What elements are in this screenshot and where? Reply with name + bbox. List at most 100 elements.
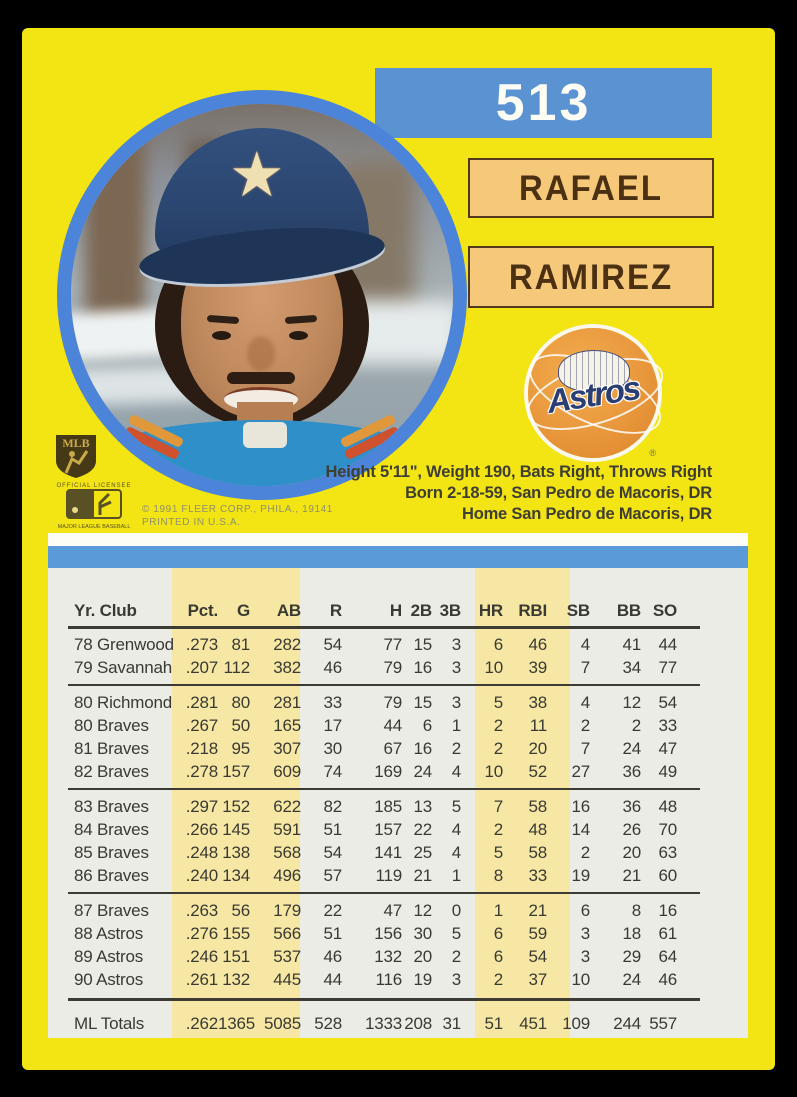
stats-cell: 5 — [493, 692, 503, 712]
stats-cell: 4 — [580, 634, 590, 654]
stats-cell: 2 — [493, 969, 503, 989]
stats-cell: 44 — [323, 969, 342, 989]
copyright-line-1: © 1991 FLEER CORP., PHILA., 19141 — [142, 504, 333, 515]
card-number: 513 — [495, 74, 592, 132]
stats-group-separator — [68, 892, 700, 894]
stats-cell: 6 — [493, 946, 503, 966]
stats-cell: 0 — [451, 900, 461, 920]
stats-cell: 36 — [622, 761, 641, 781]
stats-cell: 3 — [451, 634, 461, 654]
stats-cell: 54 — [528, 946, 547, 966]
stats-cell: 83 Braves — [74, 796, 149, 816]
stats-cell: 155 — [222, 923, 250, 943]
stats-cell: 48 — [658, 796, 677, 816]
stats-cell: 382 — [273, 657, 301, 677]
table-highlight-stripe — [475, 568, 570, 1038]
stats-cell: 21 — [622, 865, 641, 885]
player-eye — [289, 331, 308, 340]
stats-cell: 22 — [413, 819, 432, 839]
stats-cell: 5 — [451, 796, 461, 816]
stats-cell: 6 — [493, 923, 503, 943]
stats-cell: 37 — [528, 969, 547, 989]
stats-cell: 185 — [374, 796, 402, 816]
mlb-licensee-logo: OFFICIAL LICENSEE MAJOR LEAGUE BASEBALL — [54, 480, 134, 535]
stats-cell: 2 — [631, 715, 641, 735]
stats-cell: 79 — [383, 657, 402, 677]
stats-cell: 1 — [451, 715, 461, 735]
stats-cell: 51 — [484, 1014, 503, 1033]
stats-cell: 79 — [383, 692, 402, 712]
stats-cell: 528 — [314, 1014, 342, 1033]
stats-group-separator — [68, 788, 700, 790]
stats-cell: 3 — [451, 969, 461, 989]
stats-cell: 557 — [649, 1014, 677, 1033]
stats-cell: 46 — [658, 969, 677, 989]
stats-cell: 8 — [631, 900, 641, 920]
stats-cell: 4 — [451, 819, 461, 839]
stats-cell: 3 — [580, 946, 590, 966]
stats-cell: 8 — [493, 865, 503, 885]
stats-cell: 169 — [374, 761, 402, 781]
stats-row: 82 Braves .278 157 609 74 169 24 4 10 52 27 36 49 — [74, 760, 748, 783]
stats-row: 86 Braves .240 134 496 57 119 21 1 8 33 19 21 60 — [74, 864, 748, 887]
player-undershirt — [243, 422, 287, 448]
stats-cell: 18 — [622, 923, 641, 943]
stats-cell: 70 — [658, 819, 677, 839]
stats-cell: 81 — [231, 634, 250, 654]
dugout-post — [85, 104, 145, 344]
stats-row: 78 Grenwood .273 81 282 54 77 15 3 6 46 4 41 44 — [74, 633, 748, 656]
stats-header-cell: Pct. — [187, 600, 219, 620]
stats-cell: 566 — [273, 923, 301, 943]
stats-cell: 3 — [451, 692, 461, 712]
stats-cell: 11 — [529, 715, 547, 735]
stats-cell: 47 — [383, 900, 402, 920]
stats-cell: .281 — [185, 692, 218, 712]
stats-cell: 49 — [658, 761, 677, 781]
stats-cell: 64 — [658, 946, 677, 966]
stats-cell: 57 — [323, 865, 342, 885]
stats-cell: 134 — [222, 865, 250, 885]
stats-cell: 496 — [273, 865, 301, 885]
stats-cell: 7 — [580, 657, 590, 677]
stats-cell: 47 — [658, 738, 677, 758]
stats-cell: 17 — [323, 715, 342, 735]
stats-cell: 537 — [273, 946, 301, 966]
stats-cell: 16 — [413, 738, 432, 758]
stats-cell: 54 — [658, 692, 677, 712]
registered-trademark: ® — [649, 448, 656, 458]
stats-cell: 109 — [562, 1014, 590, 1033]
stats-cell: .273 — [185, 634, 218, 654]
stats-row: 88 Astros .276 155 566 51 156 30 5 6 59 3 18 61 — [74, 922, 748, 945]
bio-line-born: Born 2-18-59, San Pedro de Macoris, DR — [405, 484, 712, 502]
stats-cell: .267 — [185, 715, 218, 735]
stats-cell: 151 — [222, 946, 250, 966]
stats-cell: 39 — [528, 657, 547, 677]
stats-cell: 21 — [528, 900, 547, 920]
stats-cell: 95 — [231, 738, 250, 758]
stats-cell: 33 — [323, 692, 342, 712]
player-last-name: RAMIREZ — [508, 256, 674, 297]
stats-cell: 79 Savannah — [74, 657, 172, 677]
stats-row: 81 Braves .218 95 307 30 67 16 2 2 20 7 24 47 — [74, 737, 748, 760]
stats-cell: 80 — [231, 692, 250, 712]
stats-cell: 15 — [413, 692, 432, 712]
stats-cell: 24 — [622, 738, 641, 758]
stats-row: 80 Richmond .281 80 281 33 79 15 3 5 38 4 12 54 — [74, 691, 748, 714]
stats-cell: 7 — [493, 796, 503, 816]
stats-cell: .266 — [185, 819, 218, 839]
stats-cell: 80 Richmond — [74, 692, 172, 712]
totals-separator — [68, 998, 700, 1001]
stats-cell: 51 — [323, 923, 342, 943]
svg-text:MAJOR LEAGUE BASEBALL: MAJOR LEAGUE BASEBALL — [58, 524, 131, 530]
stats-cell: 2 — [493, 819, 503, 839]
stats-cell: 16 — [658, 900, 677, 920]
stats-cell: 1 — [451, 865, 461, 885]
stats-cell: 38 — [528, 692, 547, 712]
stats-cell: .261 — [185, 969, 218, 989]
stats-cell: 179 — [273, 900, 301, 920]
stats-totals-row: ML Totals .262 1365 5085 528 1333 208 31 51 451 10… — [74, 1006, 748, 1036]
copyright-line-2: PRINTED IN U.S.A. — [142, 517, 241, 528]
stats-row: 79 Savannah .207 112 382 46 79 16 3 10 39 7 34 77 — [74, 656, 748, 679]
stats-table-content: Yr. Club Pct. G AB R H 2B 3B HR RBI SB BB SO 78 Gren… — [48, 568, 748, 1036]
stats-cell: 31 — [442, 1014, 461, 1033]
